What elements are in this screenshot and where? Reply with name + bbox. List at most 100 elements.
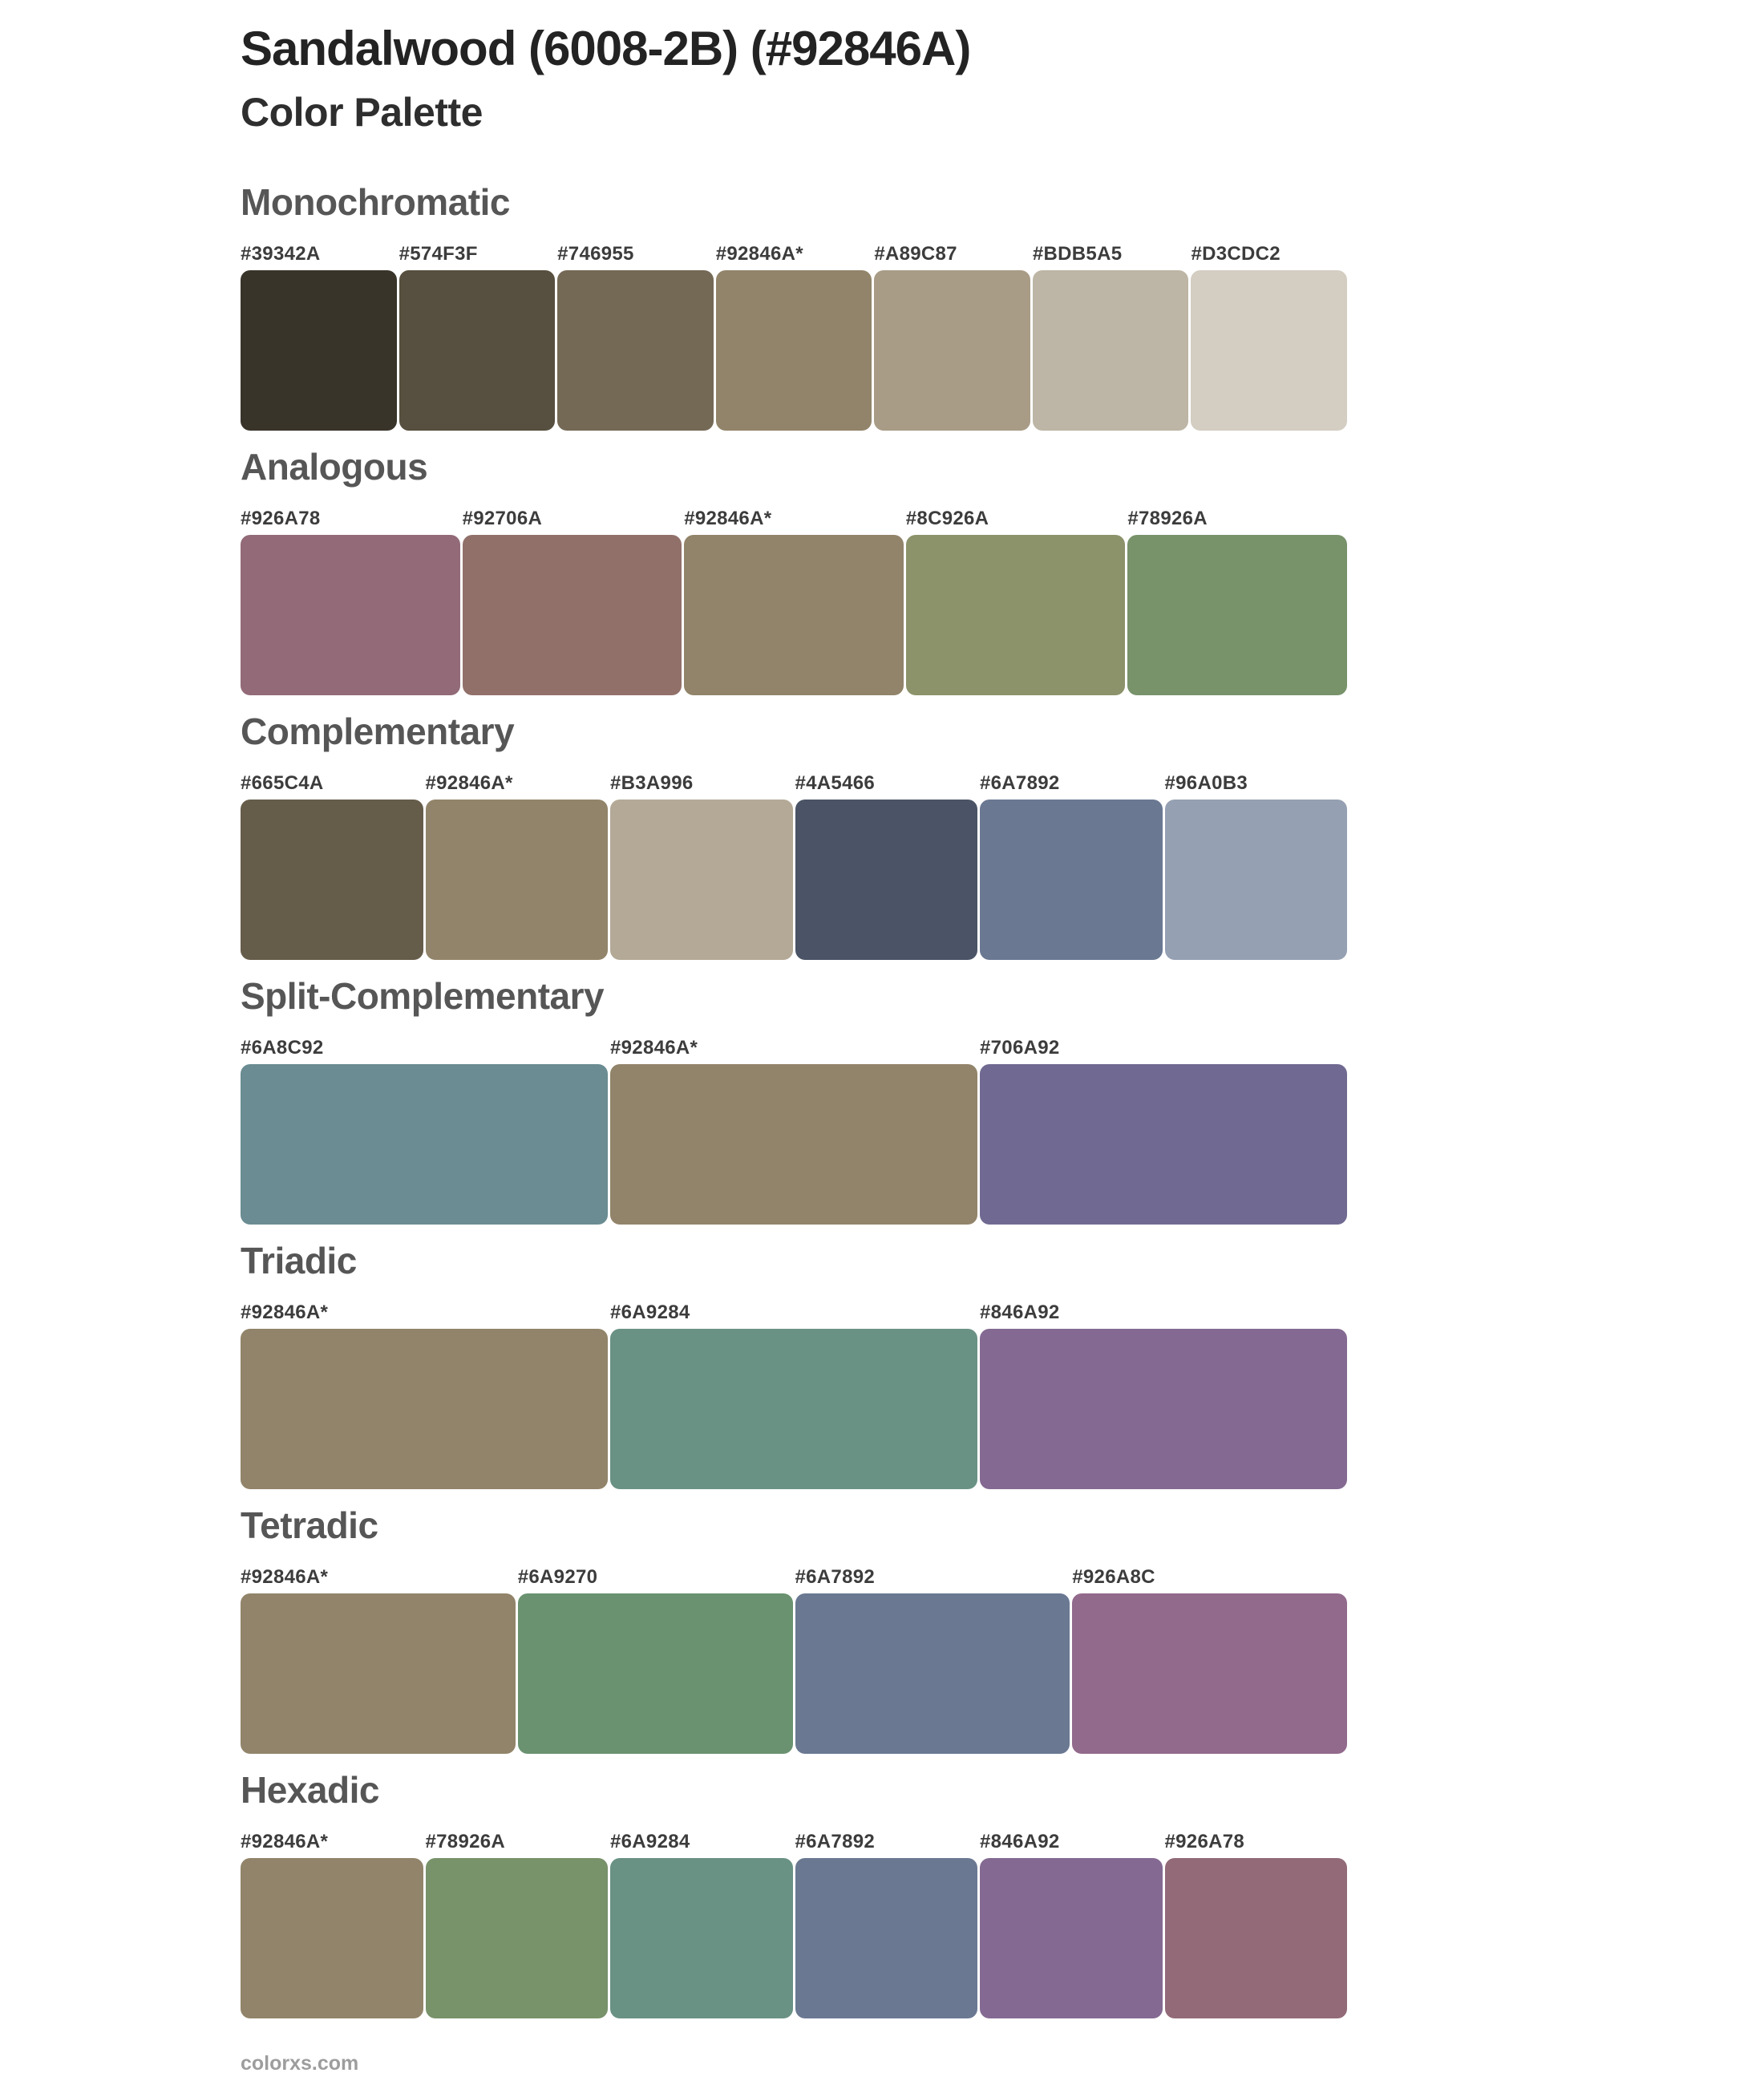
color-swatch[interactable]	[1127, 535, 1347, 695]
swatch-column: #B3A996	[610, 771, 793, 960]
color-swatch[interactable]	[905, 535, 1126, 695]
swatch-column: #78926A	[425, 1830, 608, 2018]
swatch-hex-label: #92846A*	[425, 772, 513, 794]
swatch-hex-label: #574F3F	[399, 243, 478, 265]
color-swatch[interactable]	[241, 270, 397, 431]
color-swatch[interactable]	[980, 1858, 1163, 2018]
palette-sections: Monochromatic #39342A #574F3F #746955 #9…	[241, 180, 1348, 2018]
swatch-column: #8C926A	[905, 507, 1126, 695]
swatch-column: #706A92	[980, 1036, 1347, 1225]
page-title: Sandalwood (6008-2B) (#92846A)	[241, 22, 971, 75]
swatch-hex-label: #746955	[557, 243, 634, 265]
color-swatch[interactable]	[1164, 800, 1347, 960]
section-title: Hexadic	[241, 1769, 379, 1811]
swatch-hex-label: #92846A*	[610, 1037, 698, 1059]
color-swatch[interactable]	[425, 800, 608, 960]
swatch-hex-label: #6A9284	[610, 1302, 690, 1323]
palette-section: Hexadic #92846A* #78926A #6A9284 #6A7892…	[241, 1768, 1347, 2018]
section-title: Complementary	[241, 711, 515, 752]
color-swatch[interactable]	[241, 535, 460, 695]
color-swatch[interactable]	[980, 1064, 1347, 1225]
swatch-column: #92846A*	[610, 1036, 977, 1225]
color-swatch[interactable]	[1164, 1858, 1347, 2018]
color-swatch[interactable]	[795, 800, 977, 960]
swatch-hex-label: #6A9284	[610, 1831, 690, 1852]
color-swatch[interactable]	[462, 535, 682, 695]
color-swatch[interactable]	[684, 535, 904, 695]
color-swatch[interactable]	[874, 270, 1030, 431]
swatch-column: #78926A	[1127, 507, 1347, 695]
swatch-hex-label: #665C4A	[241, 772, 324, 794]
color-swatch[interactable]	[241, 1329, 608, 1489]
palette-section: Analogous #926A78 #92706A #92846A* #8C92…	[241, 445, 1347, 695]
swatch-column: #92846A*	[684, 507, 904, 695]
color-swatch[interactable]	[517, 1593, 793, 1754]
page-content: Sandalwood (6008-2B) (#92846A) Color Pal…	[241, 21, 1348, 2075]
swatch-column: #574F3F	[399, 242, 556, 431]
swatch-column: #D3CDC2	[1191, 242, 1348, 431]
swatch-column: #92706A	[462, 507, 682, 695]
swatch-hex-label: #92706A	[462, 508, 543, 529]
color-swatch[interactable]	[557, 270, 714, 431]
swatch-hex-label: #926A8C	[1072, 1566, 1155, 1588]
swatch-column: #6A7892	[795, 1830, 977, 2018]
color-swatch[interactable]	[795, 1593, 1070, 1754]
section-title: Tetradic	[241, 1504, 378, 1546]
page-subtitle: Color Palette	[241, 90, 483, 135]
swatch-hex-label: #D3CDC2	[1191, 243, 1281, 265]
color-swatch[interactable]	[610, 800, 793, 960]
color-swatch[interactable]	[795, 1858, 977, 2018]
swatch-column: #4A5466	[795, 771, 977, 960]
swatch-hex-label: #926A78	[241, 508, 321, 529]
swatch-row: #6A8C92 #92846A* #706A92	[241, 1036, 1347, 1225]
color-swatch[interactable]	[241, 1593, 516, 1754]
swatch-column: #926A8C	[1072, 1565, 1347, 1754]
color-swatch[interactable]	[241, 1858, 423, 2018]
section-title: Analogous	[241, 446, 428, 488]
swatch-hex-label: #6A7892	[980, 772, 1060, 794]
swatch-row: #92846A* #6A9284 #846A92	[241, 1301, 1347, 1489]
footer-site-link[interactable]: colorxs.com	[241, 2052, 359, 2075]
swatch-column: #39342A	[241, 242, 397, 431]
swatch-hex-label: #92846A*	[684, 508, 772, 529]
color-swatch[interactable]	[610, 1329, 977, 1489]
swatch-row: #39342A #574F3F #746955 #92846A* #A89C87…	[241, 242, 1348, 431]
swatch-row: #665C4A #92846A* #B3A996 #4A5466 #6A7892…	[241, 771, 1347, 960]
swatch-column: #BDB5A5	[1032, 242, 1189, 431]
color-swatch[interactable]	[1032, 270, 1189, 431]
swatch-hex-label: #92846A*	[715, 243, 803, 265]
swatch-hex-label: #B3A996	[610, 772, 694, 794]
swatch-hex-label: #A89C87	[874, 243, 957, 265]
swatch-hex-label: #706A92	[980, 1037, 1060, 1059]
color-swatch[interactable]	[1191, 270, 1348, 431]
swatch-column: #926A78	[1164, 1830, 1347, 2018]
swatch-column: #6A9284	[610, 1301, 977, 1489]
color-swatch[interactable]	[715, 270, 872, 431]
swatch-hex-label: #78926A	[1127, 508, 1208, 529]
swatch-column: #746955	[557, 242, 714, 431]
palette-section: Complementary #665C4A #92846A* #B3A996 #…	[241, 710, 1347, 960]
palette-section: Monochromatic #39342A #574F3F #746955 #9…	[241, 180, 1348, 431]
color-swatch[interactable]	[425, 1858, 608, 2018]
swatch-hex-label: #4A5466	[795, 772, 876, 794]
section-title: Split-Complementary	[241, 975, 605, 1017]
swatch-hex-label: #78926A	[425, 1831, 506, 1852]
color-swatch[interactable]	[610, 1064, 977, 1225]
color-swatch[interactable]	[241, 1064, 608, 1225]
palette-section: Split-Complementary #6A8C92 #92846A* #70…	[241, 974, 1347, 1225]
color-swatch[interactable]	[610, 1858, 793, 2018]
color-swatch[interactable]	[241, 800, 423, 960]
swatch-column: #846A92	[980, 1830, 1163, 2018]
color-swatch[interactable]	[980, 800, 1163, 960]
swatch-column: #6A7892	[980, 771, 1163, 960]
swatch-column: #92846A*	[241, 1830, 423, 2018]
swatch-hex-label: #BDB5A5	[1032, 243, 1123, 265]
color-swatch[interactable]	[1072, 1593, 1347, 1754]
section-title: Triadic	[241, 1240, 357, 1281]
swatch-hex-label: #846A92	[980, 1302, 1060, 1323]
swatch-column: #92846A*	[241, 1565, 516, 1754]
color-swatch[interactable]	[399, 270, 556, 431]
swatch-column: #A89C87	[874, 242, 1030, 431]
color-swatch[interactable]	[980, 1329, 1347, 1489]
